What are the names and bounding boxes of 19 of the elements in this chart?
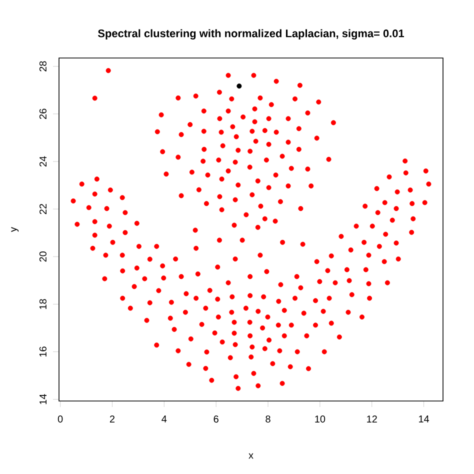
y-tick-label: 22 [40, 204, 46, 214]
y-tick-label: 26 [39, 108, 46, 119]
y-tick-label: 20 [39, 251, 46, 262]
x-tick-label: 8 [266, 416, 270, 423]
chart-title: Spectral clustering with normalized Laplacian, sigma= 0.01 [98, 29, 404, 40]
y-tick-label: 28 [39, 61, 46, 72]
y-tick-label: 18 [39, 299, 46, 309]
x-tick-label: 0 [58, 416, 63, 423]
y-tick-label: 24 [40, 156, 46, 167]
y-tick-label: 14 [40, 394, 46, 404]
y-tick-label: 16 [39, 346, 46, 357]
x-tick-label: 6 [214, 416, 218, 423]
x-tick-label: 14 [419, 416, 430, 422]
x-tick-label: 4 [162, 416, 167, 422]
x-tick-label: 2 [110, 416, 114, 422]
x-tick-label: 12 [367, 416, 377, 422]
x-tick-label: 10 [315, 416, 326, 423]
x-axis-title: x [248, 453, 254, 459]
y-axis-title: y [11, 227, 19, 232]
